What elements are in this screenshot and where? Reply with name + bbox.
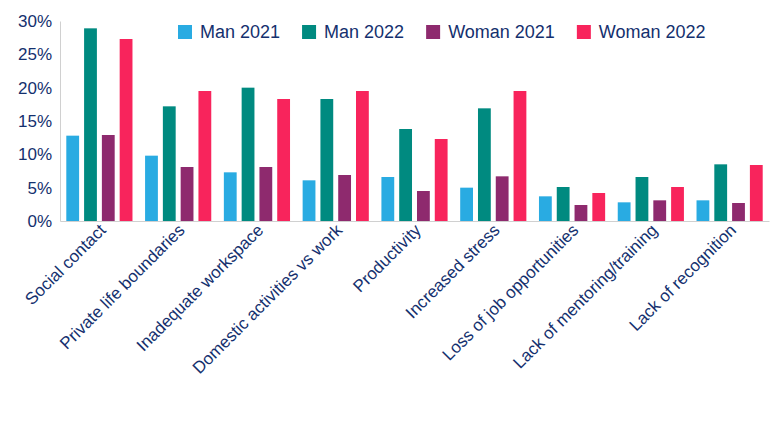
legend-swatch (577, 25, 591, 39)
bar-series (120, 39, 763, 221)
legend-label: Woman 2021 (448, 22, 555, 42)
bar (514, 91, 527, 221)
bar (102, 135, 115, 221)
bar (417, 191, 430, 221)
legend-label: Man 2022 (324, 22, 404, 42)
bar (478, 108, 491, 221)
bar (714, 164, 727, 221)
x-tick-label: Productivity (349, 220, 425, 296)
chart: 0% 5% 10% 15% 20% 25% 30% Social contactPrivate… (0, 0, 775, 428)
bar (259, 167, 272, 221)
bar (460, 188, 473, 221)
bar-series (66, 136, 709, 221)
x-tick-label: Loss of job opportunities (439, 221, 583, 365)
bar (732, 203, 745, 221)
y-tick-label: 10% (18, 145, 52, 164)
bar (84, 28, 97, 221)
y-axis-line (60, 22, 61, 222)
legend-item: Woman 2022 (577, 22, 706, 42)
bar (653, 200, 666, 221)
bar (66, 136, 79, 221)
x-tick: Domestic activities vs work (189, 220, 346, 377)
legend-item: Man 2021 (178, 22, 280, 42)
bar (356, 91, 369, 221)
x-axis: Social contactPrivate life boundariesIna… (21, 220, 769, 377)
x-tick: Lack of mentoring/training (509, 221, 661, 373)
y-tick-label: 20% (18, 79, 52, 98)
legend-swatch (426, 25, 440, 39)
x-tick: Inadequate workspace (133, 221, 267, 355)
y-tick: 10% (18, 145, 60, 164)
y-tick: 5% (27, 179, 60, 198)
x-tick: Social contact (21, 220, 109, 308)
y-tick-label: 0% (27, 212, 52, 231)
bar (198, 91, 211, 221)
legend-label: Woman 2022 (599, 22, 706, 42)
bar-series (102, 135, 745, 221)
legend-item: Man 2022 (302, 22, 404, 42)
bar (163, 106, 176, 221)
bar (496, 176, 509, 221)
bar (618, 202, 631, 221)
bar (750, 165, 763, 221)
bar (557, 187, 570, 221)
bar (242, 88, 255, 221)
x-tick: Productivity (349, 220, 425, 296)
legend-swatch (302, 25, 316, 39)
bar (120, 39, 133, 221)
plot: 0% 5% 10% 15% 20% 25% 30% Social contactPrivate… (18, 12, 770, 378)
y-tick: 30% (18, 12, 60, 31)
bar (338, 175, 351, 221)
x-tick-label: Lack of mentoring/training (509, 221, 661, 373)
bar (539, 196, 552, 221)
x-tick-label: Social contact (21, 220, 109, 308)
x-tick: Lack of recognition (626, 221, 740, 335)
bars (66, 28, 762, 221)
y-tick-label: 30% (18, 12, 52, 31)
x-tick-label: Lack of recognition (626, 221, 740, 335)
bar (224, 172, 237, 221)
bar (671, 187, 684, 221)
y-axis: 0% 5% 10% 15% 20% 25% 30% (18, 12, 61, 231)
x-tick-label: Inadequate workspace (133, 221, 267, 355)
y-tick-label: 15% (18, 112, 52, 131)
bar (435, 139, 448, 221)
bar (303, 180, 316, 221)
bar (697, 200, 710, 221)
bar (381, 177, 394, 221)
y-tick: 20% (18, 79, 60, 98)
bar (181, 167, 194, 221)
x-axis-line (61, 221, 770, 222)
legend: Man 2021 Man 2022 Woman 2021 Woman 2022 (178, 22, 706, 42)
x-tick: Private life boundaries (56, 221, 188, 353)
y-tick: 25% (18, 45, 60, 64)
y-tick: 0% (27, 212, 60, 231)
x-tick: Loss of job opportunities (439, 221, 583, 365)
legend-label: Man 2021 (200, 22, 280, 42)
bar (145, 156, 158, 221)
legend-item: Woman 2021 (426, 22, 555, 42)
x-tick-label: Domestic activities vs work (189, 220, 346, 377)
legend-swatch (178, 25, 192, 39)
y-tick: 15% (18, 112, 60, 131)
bar (592, 193, 605, 221)
bar (320, 99, 333, 221)
x-tick-label: Private life boundaries (56, 221, 188, 353)
bar (277, 99, 290, 221)
y-tick-label: 25% (18, 45, 52, 64)
bar (636, 177, 649, 221)
bar-series (84, 28, 727, 221)
y-tick-label: 5% (27, 179, 52, 198)
bar (575, 205, 588, 221)
bar (399, 129, 412, 221)
